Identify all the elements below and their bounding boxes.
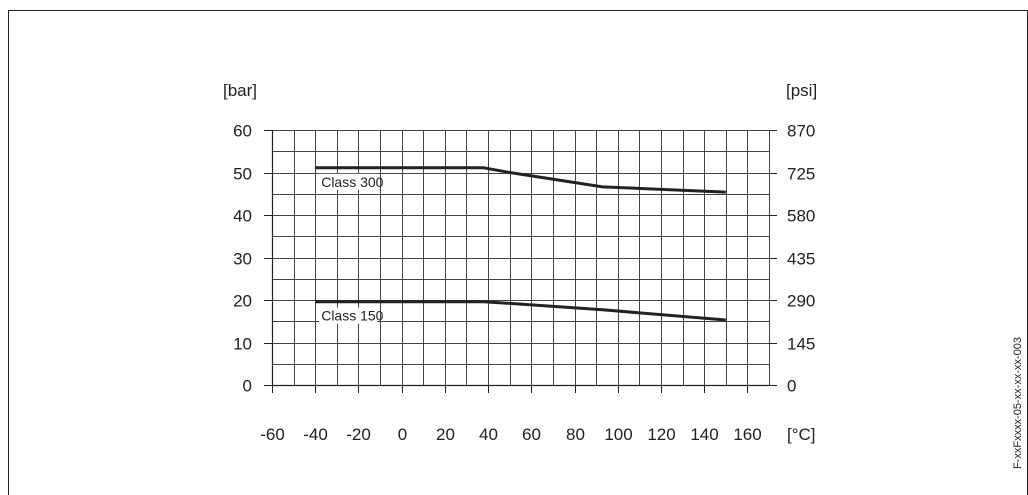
x-tick-label: 160 xyxy=(733,425,761,444)
x-tick-label: 100 xyxy=(604,425,632,444)
y-tick-label-left: 40 xyxy=(233,207,252,226)
axes xyxy=(264,130,777,393)
left-axis-unit: [bar] xyxy=(223,81,257,100)
x-tick-label: 140 xyxy=(690,425,718,444)
y-tick-label-left: 30 xyxy=(233,250,252,269)
x-tick-label: 80 xyxy=(566,425,585,444)
figure-id: F-xxFxxxx-05-xx-xx-xx-003 xyxy=(1012,337,1024,469)
y-tick-label-left: 0 xyxy=(243,377,252,396)
y-tick-label-left: 10 xyxy=(233,335,252,354)
series-label-background xyxy=(319,173,378,190)
x-axis-unit: [°C] xyxy=(787,425,816,444)
series-label-background xyxy=(319,307,378,324)
y-tick-label-right: 145 xyxy=(787,335,815,354)
x-tick-label: 20 xyxy=(436,425,455,444)
series-lines xyxy=(315,166,726,324)
y-tick-label-right: 435 xyxy=(787,250,815,269)
series-line-class-300 xyxy=(315,166,726,194)
y-tick-label-left: 20 xyxy=(233,292,252,311)
y-tick-label-right: 725 xyxy=(787,165,815,184)
x-tick-label: -60 xyxy=(260,425,285,444)
x-tick-label: -40 xyxy=(303,425,328,444)
series-label-class-150: Class 150 xyxy=(321,308,383,324)
y-tick-label-left: 50 xyxy=(233,165,252,184)
tick-labels: 0 10 20 30 40 50 60 0 145 290 435 580 725 870 -60 -40 -2… xyxy=(233,122,815,445)
y-tick-label-right: 580 xyxy=(787,207,815,226)
grid xyxy=(272,130,770,386)
x-tick-label: 40 xyxy=(479,425,498,444)
right-axis-unit: [psi] xyxy=(786,81,817,100)
y-tick-label-right: 870 xyxy=(787,122,815,141)
x-tick-label: -20 xyxy=(346,425,371,444)
series-label-class-300: Class 300 xyxy=(321,174,383,190)
y-tick-label-right: 290 xyxy=(787,292,815,311)
y-tick-label-left: 60 xyxy=(233,122,252,141)
x-tick-label: 120 xyxy=(647,425,675,444)
y-tick-label-right: 0 xyxy=(787,377,796,396)
x-tick-label: 0 xyxy=(398,425,407,444)
series-line-class-150 xyxy=(315,300,726,322)
x-tick-label: 60 xyxy=(522,425,541,444)
